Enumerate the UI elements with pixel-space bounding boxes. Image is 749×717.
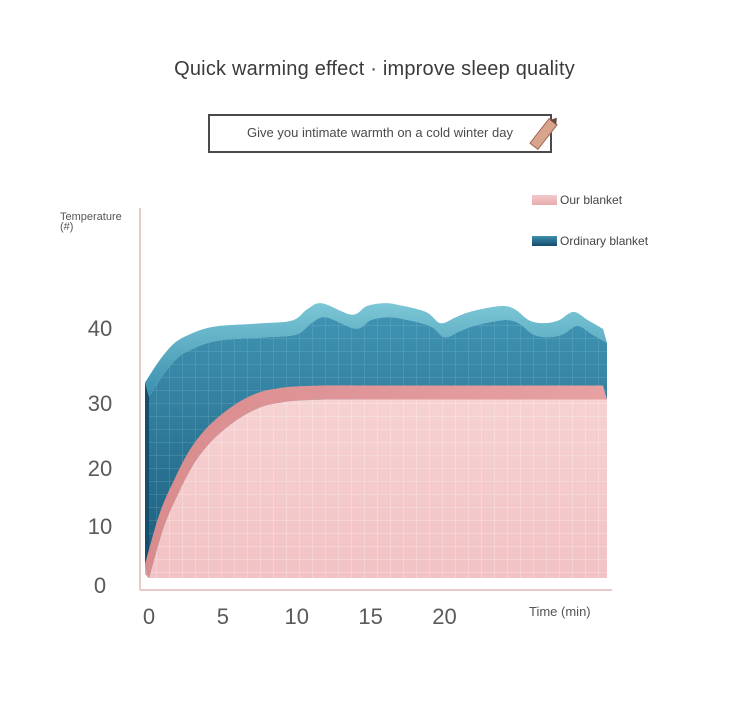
x-tick-label: 15: [358, 604, 382, 629]
x-tick-label: 0: [143, 604, 155, 629]
y-tick-label: 0: [94, 573, 106, 598]
series-side-edge: [145, 382, 149, 578]
chart-subtitle: Give you intimate warmth on a cold winte…: [247, 125, 513, 140]
series-top-edge: [145, 303, 607, 397]
y-tick-label: 40: [88, 316, 112, 341]
legend-ordinary-blanket: Ordinary blanket: [532, 234, 648, 248]
y-tick-label: 30: [88, 391, 112, 416]
x-tick-label: 5: [217, 604, 229, 629]
x-tick-label: 10: [284, 604, 308, 629]
y-tick-label: 10: [88, 514, 112, 539]
y-axis-label: Temperature (#): [60, 211, 122, 233]
legend-swatch-ordinary: [532, 236, 557, 246]
series-grid: [149, 399, 607, 578]
y-tick-label: 20: [88, 456, 112, 481]
x-axis-label: Time (min): [529, 604, 591, 619]
legend-label-our: Our blanket: [560, 193, 623, 207]
axes: [139, 208, 612, 591]
legend-our-blanket: Our blanket: [532, 193, 622, 207]
series-our-blanket: [145, 385, 607, 578]
subtitle-box: Give you intimate warmth on a cold winte…: [208, 114, 552, 153]
series-side-edge: [145, 564, 149, 578]
chart-areas: [145, 303, 607, 578]
legend-label-ordinary: Ordinary blanket: [560, 234, 649, 248]
tick-labels: 0 5 10 15 20 0 10 20 30 40: [88, 316, 457, 629]
x-tick-label: 20: [432, 604, 456, 629]
chart-title: Quick warming effect · improve sleep qua…: [174, 58, 575, 80]
legend-swatch-our: [532, 195, 557, 205]
